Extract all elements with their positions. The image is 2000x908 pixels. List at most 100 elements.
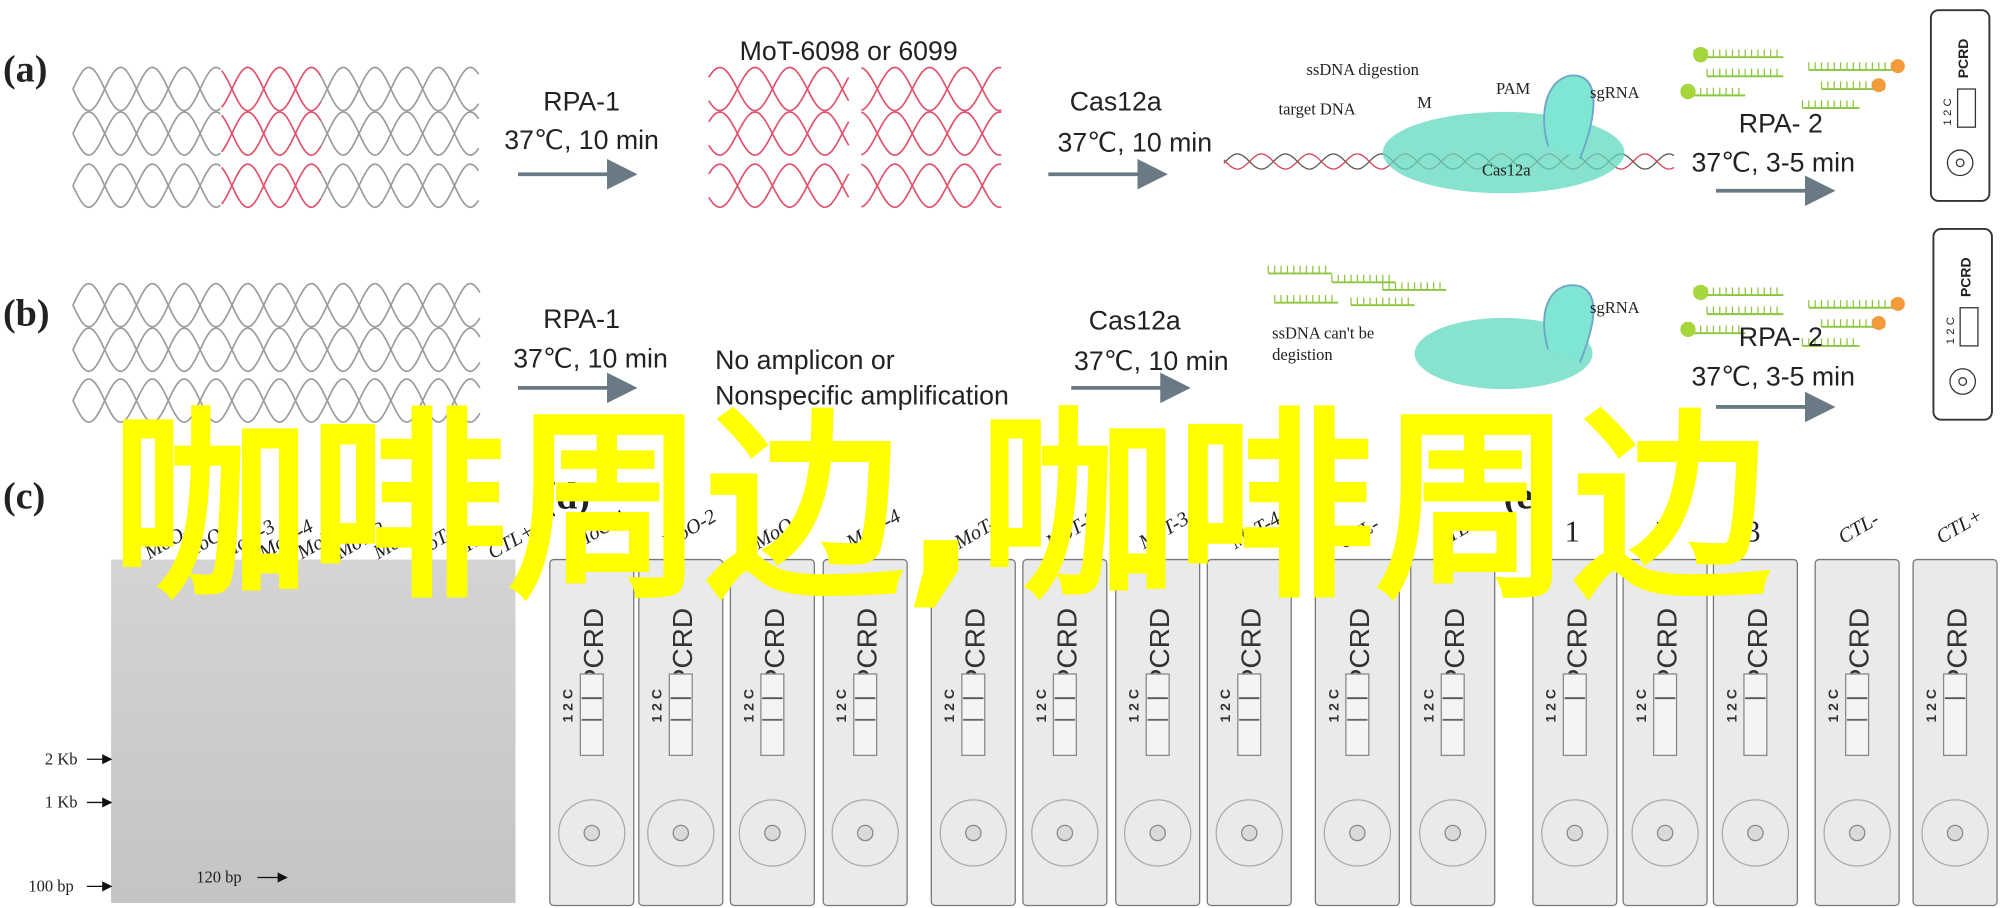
product-label: 120 bp: [196, 868, 241, 887]
dna-strand: [708, 111, 850, 156]
dna-strand: [320, 163, 480, 209]
sample-well: [856, 824, 874, 842]
watermark: 咖啡周边,咖啡周边: [111, 390, 1771, 627]
sample-well: [1656, 824, 1674, 842]
strip-lines: 1 2 C: [1217, 689, 1233, 722]
result-text: No amplicon or: [715, 345, 895, 375]
primer-label: MoT-6098 or 6099: [740, 36, 958, 66]
sample-well: [1921, 799, 1989, 867]
diagram-label: sgRNA: [1590, 83, 1640, 102]
step-condition: 37℃, 10 min: [513, 344, 668, 374]
panel-label: (d): [543, 476, 590, 518]
sample-well: [1631, 799, 1699, 867]
label-hex: [1890, 59, 1905, 74]
dna-strand: [221, 163, 322, 209]
label-star: [1693, 47, 1709, 63]
strip-lines: 1 2 C: [1923, 689, 1939, 722]
sample-well: [1721, 799, 1790, 867]
sample-well: [764, 824, 781, 842]
strip-window: [1052, 673, 1077, 757]
step-condition: 37℃, 3-5 min: [1691, 148, 1854, 178]
strip-icon: [1932, 227, 1993, 421]
dna-strand: [72, 378, 481, 424]
dna-strand: [221, 66, 322, 112]
strip-lines: 1 2 C: [649, 689, 665, 722]
panel-label: (b): [3, 293, 50, 335]
dna-strand: [221, 163, 322, 209]
dna-strand: [221, 66, 322, 112]
dna-strand: [221, 111, 322, 156]
dna-strand: [320, 163, 480, 209]
diagram-label: PAM: [1496, 79, 1531, 98]
dna-strand: [708, 163, 850, 209]
sample-well: [1031, 799, 1099, 867]
strip-window: [961, 673, 986, 757]
dna-strand: [72, 378, 481, 424]
strip-window: [1145, 673, 1170, 757]
sample-well: [1444, 824, 1461, 842]
sample-well: [647, 799, 715, 867]
strip-lines: 1 2 C: [1421, 689, 1437, 722]
result-text: Nonspecific amplification: [715, 380, 1009, 410]
strip-well: [1949, 368, 1977, 395]
sample-well: [1541, 799, 1609, 867]
dna-strand: [708, 66, 850, 112]
strip-lines: 1 2 C: [1825, 689, 1841, 722]
panel-label: (c): [3, 476, 45, 518]
strip-brand: PCRD: [1955, 39, 1971, 79]
dna-strand: [72, 327, 481, 373]
step-condition: 37℃, 10 min: [504, 125, 659, 155]
sample-well: [1349, 824, 1366, 842]
dna-strand: [708, 111, 850, 156]
strip-icon: [1929, 9, 1991, 202]
sample-well: [1848, 824, 1866, 842]
sample-well: [738, 799, 807, 867]
dna-strand: [320, 111, 480, 156]
strip-window: [1942, 673, 1968, 757]
diagram-label: Cas12a: [1482, 160, 1531, 179]
diagram-label: sgRNA: [1590, 298, 1640, 317]
dna-strand: [72, 327, 481, 373]
dna-strand: [72, 163, 221, 209]
sample-well: [1149, 824, 1166, 842]
strip-lines: 1 2 C: [1033, 689, 1049, 722]
sample-well: [939, 799, 1007, 867]
dna-strand: [861, 163, 1002, 209]
strip-window: [1345, 673, 1370, 757]
sgrna-hairpin: [1543, 284, 1595, 363]
panel-label: (a): [3, 48, 47, 90]
sample-well: [1566, 824, 1584, 842]
sample-well: [583, 824, 601, 842]
strip-well: [1946, 149, 1974, 177]
dna-strand: [72, 282, 481, 328]
dna-strand: [861, 111, 1002, 156]
sample-well: [1215, 799, 1283, 867]
diagram-label: ssDNA digestion: [1306, 60, 1419, 79]
diagram-label: M: [1417, 93, 1432, 112]
step-name: RPA- 2: [1739, 322, 1823, 352]
sample-well: [1747, 824, 1764, 842]
sample-well: [1323, 799, 1392, 867]
diagram-label: target DNA: [1279, 99, 1356, 118]
strip-window: [1653, 673, 1678, 757]
lane-label: 3: [1745, 515, 1760, 549]
dna-strand: [72, 111, 221, 156]
label-star: [1680, 321, 1696, 338]
dna-strand: [708, 163, 850, 209]
lane-label: CTL+: [1933, 505, 1987, 549]
strip-lines: 1 2 C: [1942, 98, 1954, 125]
strip-lines: 1 2 C: [1543, 689, 1559, 722]
lane-label: CTL-: [1835, 508, 1883, 549]
label-hex: [1890, 296, 1905, 311]
dna-strand: [320, 111, 480, 156]
strip-brand: PCRD: [1957, 257, 1973, 297]
dna-strand: [72, 282, 481, 328]
strip-well: [1958, 377, 1968, 386]
label-star: [1693, 284, 1709, 301]
dna-strand: [72, 163, 221, 209]
sample-well: [1823, 799, 1891, 867]
panel-label: (e): [1504, 476, 1546, 518]
strip-lines: 1 2 C: [1325, 689, 1341, 722]
